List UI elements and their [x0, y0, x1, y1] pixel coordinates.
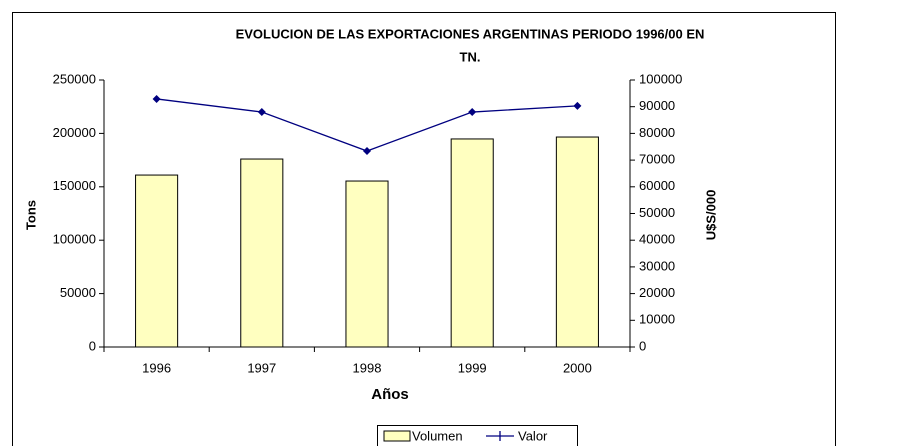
bar	[450, 138, 494, 348]
chart-title: TN.	[460, 49, 481, 64]
y2-tick-label: 30000	[639, 258, 675, 273]
legend	[377, 425, 578, 446]
bar	[240, 158, 284, 348]
legend-swatch	[383, 430, 411, 442]
x-tick-label: 1997	[247, 360, 276, 375]
marker	[363, 147, 371, 156]
y2-tick-label: 0	[639, 338, 646, 353]
y-tick-label: 250000	[53, 71, 96, 86]
marker	[573, 101, 582, 110]
y2-tick-label: 10000	[639, 312, 675, 327]
chart-title: EVOLUCION DE LAS EXPORTACIONES ARGENTINA…	[236, 26, 705, 41]
y-tick-label: 200000	[53, 125, 96, 140]
y-axis-title: Tons	[23, 200, 38, 230]
y2-tick-label: 60000	[639, 178, 675, 193]
marker	[468, 108, 477, 117]
y-tick-label: 0	[89, 338, 96, 353]
y2-tick-label: 20000	[639, 285, 675, 300]
y2-tick-label: 100000	[639, 71, 682, 86]
legend-label: Volumen	[412, 428, 463, 443]
y-tick-label: 100000	[53, 232, 96, 247]
x-tick-label: 1996	[142, 360, 171, 375]
y2-axis-title: U$S/000	[703, 190, 718, 241]
bar	[345, 180, 389, 348]
x-tick-label: 1998	[353, 360, 382, 375]
y-tick-label: 150000	[53, 178, 96, 193]
bar	[555, 136, 599, 348]
x-axis-title: Años	[371, 386, 409, 403]
y2-tick-label: 40000	[639, 232, 675, 247]
y2-tick-label: 50000	[639, 205, 675, 220]
y2-tick-label: 80000	[639, 125, 675, 140]
marker	[257, 108, 266, 117]
bar	[135, 174, 179, 348]
y-tick-label: 50000	[60, 285, 96, 300]
y2-tick-label: 90000	[639, 98, 675, 113]
x-tick-label: 2000	[563, 360, 592, 375]
marker	[152, 94, 161, 103]
x-tick-label: 1999	[458, 360, 487, 375]
legend-label: Valor	[518, 428, 548, 443]
y2-tick-label: 70000	[639, 152, 675, 167]
